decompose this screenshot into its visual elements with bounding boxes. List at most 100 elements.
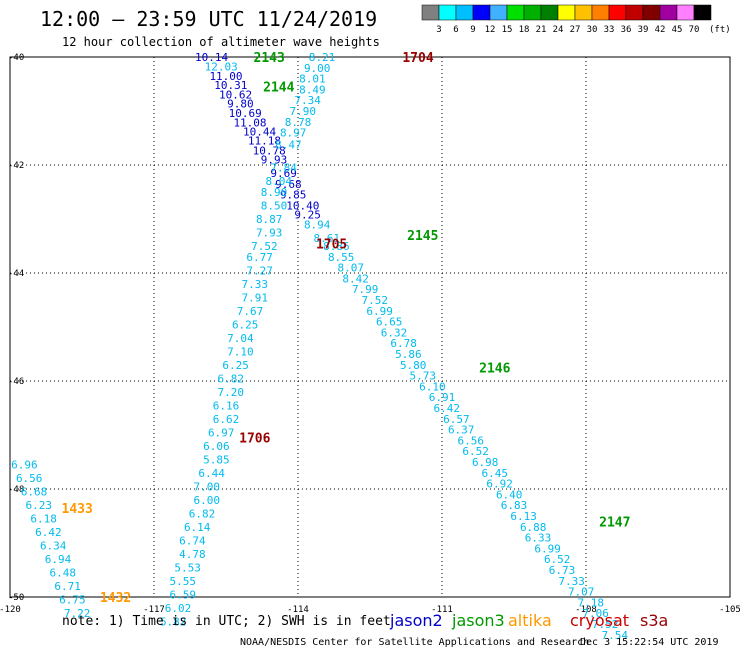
swh-value-label: 7.99 — [352, 283, 379, 296]
color-swatch — [540, 4, 559, 21]
swh-value-label: 6.02 — [165, 602, 192, 615]
swh-value-label: 7.93 — [256, 227, 283, 240]
color-scale-label: 70 — [689, 25, 700, 35]
y-tick-label: -40 — [8, 53, 24, 63]
color-swatch — [455, 4, 474, 21]
swh-value-label: 6.99 — [366, 305, 393, 318]
color-scale-label: 6 — [453, 25, 458, 35]
footer-timestamp: Dec 3 15:22:54 UTC 2019 — [580, 637, 718, 648]
swh-value-label: 7.33 — [242, 278, 269, 291]
swh-value-label: 10.31 — [214, 79, 247, 92]
swh-value-label: 9.93 — [261, 154, 288, 167]
swh-value-label: 8.61 — [314, 232, 341, 245]
swh-value-label: 6.23 — [26, 499, 53, 512]
y-tick-label: -50 — [8, 593, 24, 603]
track-label: 1433 — [62, 502, 93, 517]
color-scale-label: 24 — [553, 25, 564, 35]
swh-value-label: 8.01 — [299, 73, 326, 86]
swh-value-label: 6.37 — [448, 424, 475, 437]
swh-value-label: 9.00 — [304, 62, 331, 75]
swh-value-label: 6.82 — [189, 507, 216, 520]
swh-value-label: 6.16 — [213, 399, 240, 412]
satellite-legend-jason2: jason2 — [389, 611, 443, 630]
swh-value-label: 8.49 — [299, 83, 326, 96]
swh-value-label: 10.14 — [195, 51, 228, 64]
swh-value-label: 7.90 — [290, 105, 317, 118]
swh-value-label: 6.32 — [381, 326, 408, 339]
swh-value-label: 11.18 — [248, 135, 281, 148]
swh-value-label: 7.34 — [294, 94, 321, 107]
swh-value-label: 6.98 — [472, 456, 499, 469]
track-labels: 2143 1704 2144 1705 2145 2146 1706 1433 2147 1432 — [62, 51, 631, 606]
swh-value-label: 10.62 — [219, 88, 252, 101]
x-tick-label: -108 — [575, 605, 597, 615]
swh-value-label: 8.87 — [256, 213, 283, 226]
track-label: 2144 — [263, 81, 294, 96]
color-scale-label: 9 — [470, 25, 475, 35]
swh-value-label: 5.86 — [395, 348, 422, 361]
swh-value-label: 6.25 — [232, 318, 259, 331]
x-tick-label: -117 — [143, 605, 165, 615]
swh-value-label: 6.74 — [179, 534, 206, 547]
x-tick-label: -105 — [719, 605, 740, 615]
swh-value-label: 6.88 — [520, 521, 547, 534]
track-label: 1706 — [239, 432, 270, 447]
swh-value-label: 9.80 — [227, 97, 254, 110]
swh-value-label: 12.03 — [205, 61, 238, 74]
track-label: 2145 — [407, 229, 438, 244]
color-swatch — [421, 4, 440, 21]
swh-value-label: 8.86 — [323, 240, 350, 253]
x-tick-label: -111 — [431, 605, 453, 615]
swh-value-label: 7.04 — [227, 332, 254, 345]
footer-credit: NOAA/NESDIS Center for Satellite Applica… — [240, 637, 589, 648]
swh-value-label: 7.27 — [246, 264, 273, 277]
swh-value-label: 6.34 — [40, 540, 67, 553]
swh-value-label: 7.52 — [362, 294, 389, 307]
swh-value-label: 6.48 — [50, 567, 77, 580]
swh-value-label: 6.62 — [213, 413, 240, 426]
color-scale-label: 45 — [672, 25, 683, 35]
swh-value-label: 10.78 — [253, 144, 286, 157]
swh-value-label: 6.82 — [218, 372, 245, 385]
swh-value-label: 10.40 — [286, 200, 319, 213]
swh-value-label: 6.13 — [510, 510, 537, 523]
axis-ticks: -120 -117 -114 -111 -108 -105 -40 -42 -44 -46 -48 -… — [0, 53, 740, 615]
swh-value-label: 7.18 — [578, 596, 605, 609]
chart-subtitle: 12 hour collection of altimeter wave hei… — [62, 35, 380, 49]
track-label: 1705 — [316, 237, 347, 252]
swh-value-label: 6.91 — [429, 391, 456, 404]
swh-value-label: 6.44 — [198, 467, 225, 480]
track-label: 1432 — [100, 591, 131, 606]
swh-value-label: 8.50 — [261, 200, 288, 213]
swh-value-label: 7.06 — [582, 607, 609, 620]
swh-value-label: 6.71 — [54, 580, 81, 593]
x-tick-label: -120 — [0, 605, 21, 615]
color-swatch — [676, 4, 695, 21]
swh-value-label: 7.52 — [592, 618, 619, 631]
swh-value-label: 7.22 — [64, 607, 91, 620]
color-scale-label: 15 — [502, 25, 513, 35]
color-swatch — [659, 4, 678, 21]
swh-value-label: 8.47 — [275, 138, 302, 151]
swh-value-label: 6.77 — [246, 251, 273, 264]
swh-value-label: 7.67 — [237, 305, 264, 318]
y-tick-label: -44 — [8, 269, 24, 279]
track-label: 2147 — [599, 515, 630, 530]
swh-value-label: 6.18 — [30, 513, 57, 526]
swh-value-label: 6.42 — [35, 526, 62, 539]
color-swatch — [523, 4, 542, 21]
swh-value-label: 9.25 — [294, 209, 321, 222]
color-swatch — [506, 4, 525, 21]
swh-value-label: 7.91 — [242, 291, 269, 304]
color-scale-unit: (ft) — [709, 25, 731, 35]
swh-value-label: 6.57 — [443, 413, 470, 426]
color-swatch — [608, 4, 627, 21]
swh-value-label: 6.14 — [184, 521, 211, 534]
swh-value-label: 11.08 — [233, 116, 266, 129]
swh-value-label: 6.00 — [194, 494, 221, 507]
swh-value-label: 6.25 — [222, 359, 249, 372]
swh-value-label: 6.97 — [208, 426, 235, 439]
color-scale-label: 18 — [519, 25, 530, 35]
swh-value-label: 5.82 — [160, 615, 187, 628]
y-tick-label: -42 — [8, 161, 24, 171]
